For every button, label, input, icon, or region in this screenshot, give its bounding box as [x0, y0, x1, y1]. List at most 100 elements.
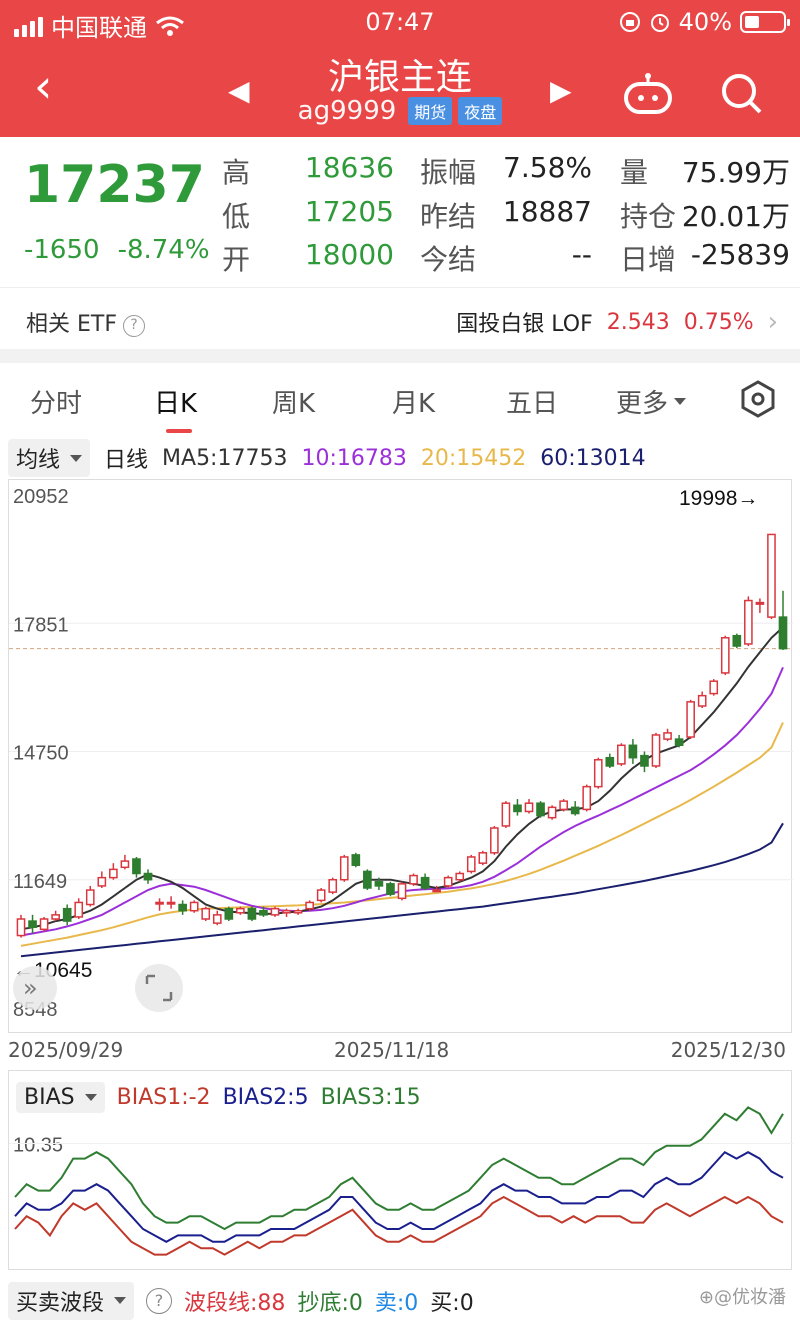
ma-legend: 均线 日线 MA5:17753 10:16783 20:15452 60:130… — [0, 437, 800, 479]
nav-bar: ‹ ◀ 沪银主连 ag9999 期货 夜盘 ▶ — [0, 44, 800, 137]
search-icon[interactable] — [718, 70, 764, 116]
stat-label-daily-change: 日增 — [620, 243, 677, 276]
etf-label: 相关 ETF — [26, 312, 117, 337]
candle-body — [420, 876, 430, 889]
stat-value-settle: -- — [571, 238, 592, 271]
trade-signal-bar: 买卖波段 ? 波段线:88 抄底:0 卖:0 买:0 — [8, 1278, 792, 1323]
ma10-value: 10:16783 — [301, 445, 407, 471]
candle-body — [386, 883, 395, 895]
y-tick-label: 11649 — [13, 871, 67, 893]
candle-body — [536, 802, 545, 817]
etf-price: 2.543 — [606, 309, 670, 335]
candle-body — [593, 759, 603, 788]
candle-body — [178, 903, 187, 912]
caret-down-icon — [70, 454, 83, 462]
candle-body — [224, 907, 234, 920]
stat-value-amplitude: 7.58% — [503, 151, 592, 184]
y-tick-label: 20952 — [13, 486, 69, 508]
indicator-dropdown-label: 均线 — [16, 448, 61, 473]
candle-body — [490, 827, 499, 854]
ma60-value: 60:13014 — [540, 445, 646, 471]
candle-body — [109, 868, 118, 879]
bias-tick-label: 10.35 — [13, 1135, 63, 1157]
quote-panel: 17237 -1650 -8.74% 高 18636 低 17205 开 1800… — [0, 137, 800, 287]
candle-body — [478, 852, 488, 864]
candle-body — [501, 802, 511, 827]
y-tick-label: 17851 — [13, 614, 69, 636]
date-mid: 2025/11/18 — [334, 1038, 450, 1062]
kline-chart[interactable]: 20952 17851 14750 11649 8548 19998→ ←10645» — [8, 479, 793, 1033]
candle-body — [28, 920, 37, 929]
ma5-value: MA5:17753 — [162, 445, 288, 471]
watermark: ⊕@优妆潘 — [698, 1287, 786, 1308]
tag-futures: 期货 — [408, 97, 453, 125]
candle-body — [443, 876, 453, 887]
tab-daily-k[interactable]: 日K — [154, 389, 198, 419]
change-value: -1650 — [24, 235, 100, 265]
candle-body — [732, 634, 742, 647]
tab-monthly-k[interactable]: 月K — [392, 389, 436, 419]
candle-body — [316, 889, 326, 902]
candle-body — [74, 901, 84, 918]
caret-down-icon — [674, 398, 687, 405]
active-tab-indicator — [166, 429, 192, 433]
caret-down-icon — [84, 1094, 97, 1101]
tab-weekly-k[interactable]: 周K — [272, 389, 316, 419]
next-contract-icon[interactable]: ▶ — [550, 74, 572, 107]
tab-five-day[interactable]: 五日 — [506, 389, 559, 419]
back-icon[interactable]: ‹ — [34, 59, 53, 113]
candle-body — [236, 907, 245, 914]
assistant-robot-icon[interactable] — [622, 70, 674, 116]
top-header: 中国联通 07:47 40% ‹ ◀ 沪银主连 ag9999 期货 夜盘 ▶ — [0, 0, 800, 137]
etf-percent: 0.75% — [683, 309, 754, 335]
candle-body — [62, 907, 72, 922]
caret-down-icon — [114, 1297, 127, 1304]
date-start: 2025/09/29 — [8, 1038, 124, 1062]
stat-value-volume: 75.99万 — [681, 156, 790, 189]
double-chevron-icon: » — [23, 974, 38, 1002]
candle-body — [686, 701, 695, 738]
fullscreen-button — [135, 964, 183, 1012]
period-label: 日线 — [104, 448, 149, 473]
bias-chart[interactable]: 10.35 — [8, 1070, 793, 1270]
bias2-value: BIAS2:5 — [222, 1085, 309, 1110]
tab-more-label: 更多 — [616, 389, 669, 419]
indicator-dropdown[interactable]: 均线 — [8, 439, 91, 477]
y-tick-label: 14750 — [13, 743, 69, 765]
watermark-text: 优妆潘 — [732, 1287, 786, 1308]
candle-body — [247, 907, 257, 920]
battery-icon — [740, 11, 790, 33]
candle-body — [628, 744, 638, 759]
tab-more[interactable]: 更多 — [616, 383, 687, 420]
candle-body — [513, 804, 522, 813]
candle-body — [697, 694, 707, 707]
candle-body — [189, 901, 199, 912]
signal-dropdown[interactable]: 买卖波段 — [8, 1281, 135, 1320]
prev-contract-icon[interactable]: ◀ — [228, 74, 250, 107]
stat-value-open-interest: 20.01万 — [681, 200, 790, 233]
candle-body — [720, 637, 730, 674]
last-price: 17237 — [24, 155, 205, 215]
signal-dropdown-label: 买卖波段 — [16, 1290, 105, 1316]
related-etf-row[interactable]: 相关 ETF? 国投白银 LOF 2.543 0.75% › — [0, 287, 800, 349]
settings-hexagon-icon[interactable] — [738, 379, 778, 419]
status-time: 07:47 — [365, 8, 435, 36]
help-icon[interactable]: ? — [146, 1287, 173, 1314]
bias-legend: BIAS BIAS1:-2 BIAS2:5 BIAS3:15 — [16, 1082, 421, 1113]
orientation-lock-icon — [619, 12, 640, 32]
help-icon[interactable]: ? — [123, 315, 145, 337]
candle-body — [605, 756, 615, 767]
candle-body — [328, 878, 338, 893]
candle-body — [270, 907, 280, 916]
candle-body — [651, 734, 661, 767]
contract-subline: ag9999 期货 夜盘 — [0, 96, 800, 126]
stat-label-settle: 今结 — [420, 243, 477, 276]
chevron-right-icon: › — [767, 307, 778, 337]
signal-icon — [14, 15, 43, 37]
candle-body — [640, 754, 649, 767]
bias-dropdown[interactable]: BIAS — [16, 1082, 105, 1113]
candle-body — [663, 732, 672, 740]
tab-intraday[interactable]: 分时 — [30, 389, 83, 419]
etf-label-wrap: 相关 ETF? — [26, 306, 145, 338]
candle-body — [547, 806, 557, 819]
